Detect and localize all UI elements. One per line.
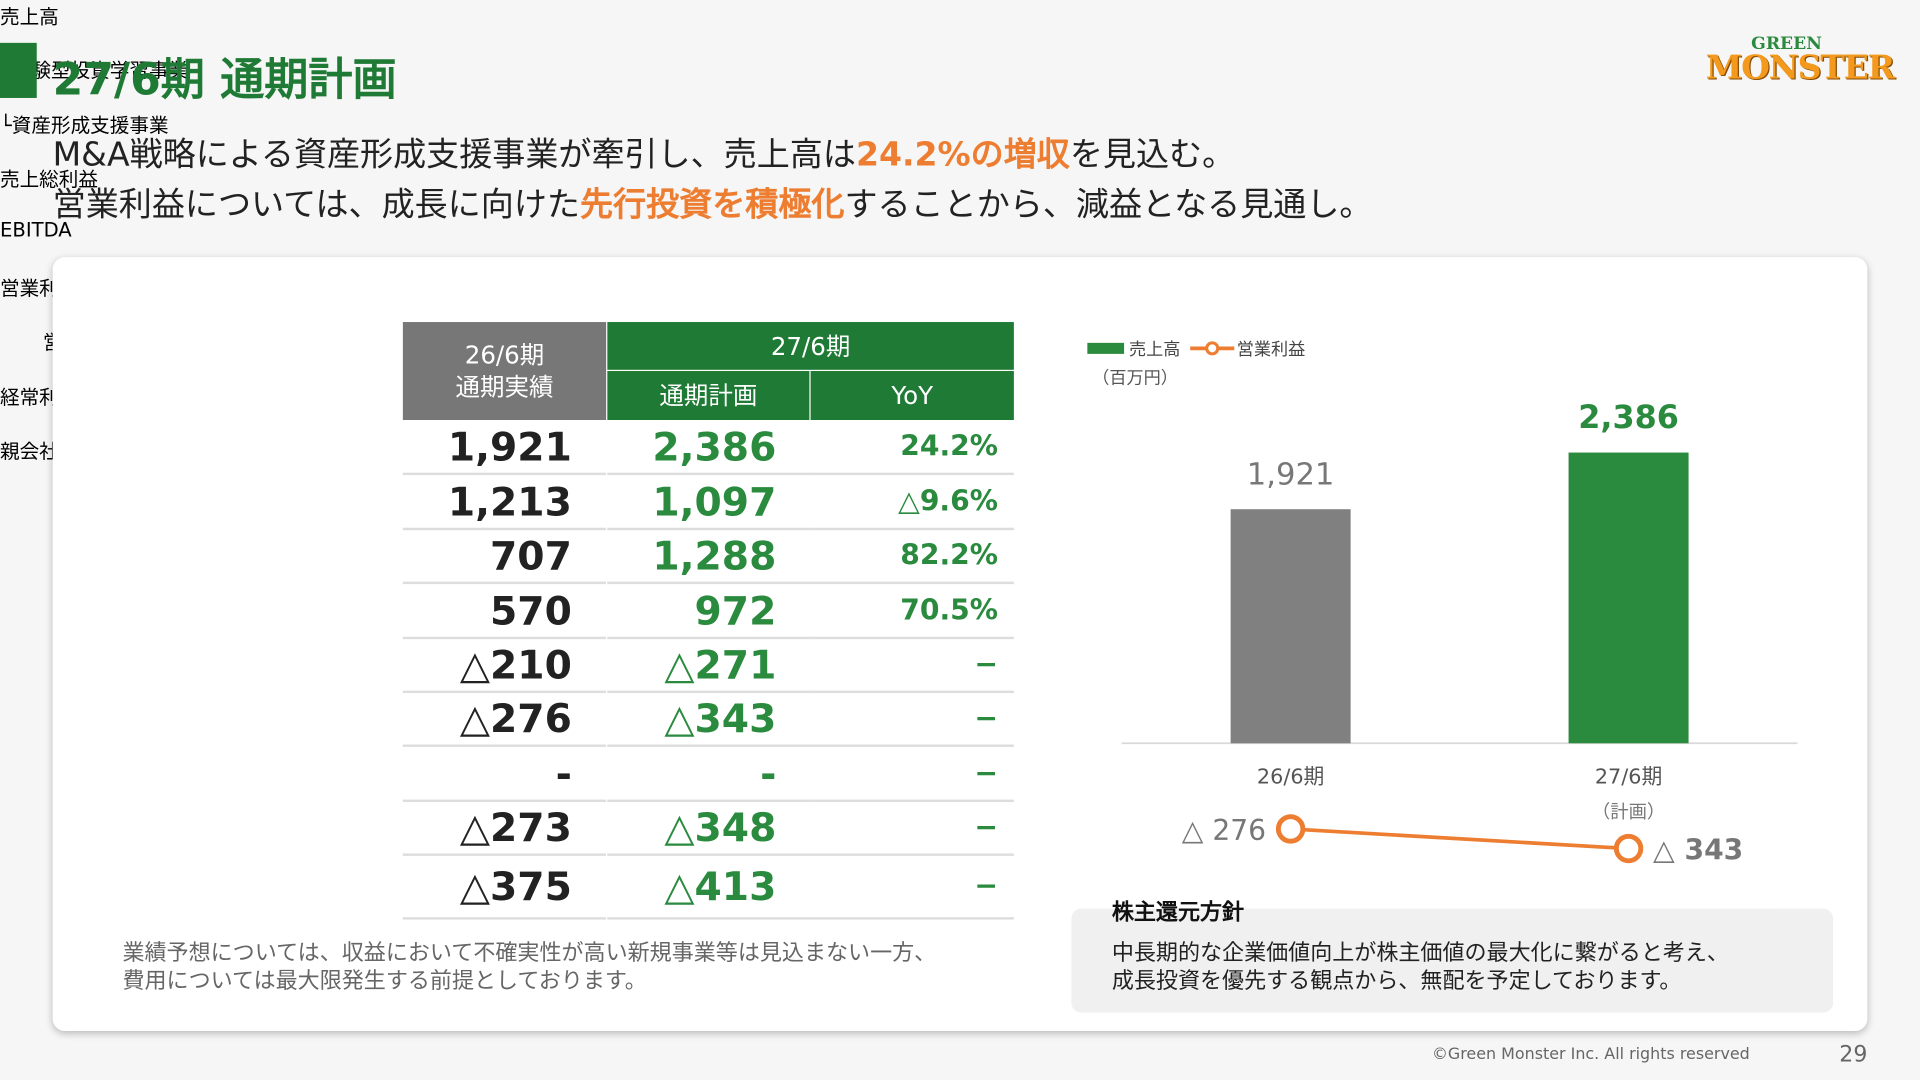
title-mark — [0, 42, 37, 98]
lead-text: することから、減益となる見通し。 — [844, 186, 1373, 225]
row-label: └体験型投資学習事業 — [0, 54, 1920, 109]
cell-plan: 1,097 — [607, 475, 811, 531]
cell-yoy: 70.5% — [810, 584, 1014, 640]
legend-label: 営業利益 — [1237, 340, 1306, 360]
logo-top: GREEN — [1751, 34, 1822, 54]
cell-plan: - — [607, 747, 811, 803]
page-number: 29 — [1839, 1042, 1868, 1068]
legend-swatch — [1087, 342, 1125, 354]
cell-plan: △271 — [607, 639, 811, 694]
row-label: EBITDA — [0, 218, 1920, 272]
cell-yoy: − — [810, 639, 1014, 694]
note: 業績予想については、収益において不確実性が高い新規事業等は見込まない一方、 — [122, 940, 937, 967]
cell-yoy: − — [810, 693, 1014, 747]
cell-actual: 707 — [402, 530, 607, 585]
cell-yoy: △9.6% — [810, 475, 1014, 531]
row-label: 売上高 — [0, 0, 1920, 54]
cell-actual: 1,213 — [402, 475, 607, 531]
value-label: 2,386 — [1578, 398, 1679, 436]
head-text: 通期実績 — [455, 372, 554, 402]
copyright: ©Green Monster Inc. All rights reserved — [1431, 1045, 1750, 1065]
policy-text: 成長投資を優先する観点から、無配を予定しております。 — [1111, 968, 1682, 995]
lead-line: 営業利益については、成長に向けた先行投資を積極化することから、減益となる見通し。 — [53, 178, 1373, 226]
cell-actual: 570 — [402, 584, 607, 640]
marker — [1613, 833, 1644, 864]
head-actual: 26/6期 通期実績 — [402, 322, 607, 421]
row-label: 売上総利益 — [0, 163, 1920, 218]
head-period: 27/6期 — [607, 322, 1014, 370]
cell-actual: △276 — [402, 693, 607, 747]
unit-label: （百万円） — [1092, 368, 1178, 388]
policy-title: 株主還元方針 — [1111, 900, 1245, 926]
lead-text: M&A戦略による資産形成支援事業が牽引し、売上高は — [52, 135, 856, 174]
logo: GREEN MONSTER — [1705, 34, 1895, 87]
x-tick-label: 27/6期 — [1595, 765, 1663, 789]
lead-highlight: 先行投資を積極化 — [579, 186, 845, 225]
cell-actual: △273 — [402, 802, 607, 856]
policy-box — [1071, 908, 1834, 1013]
value-label: 1,921 — [1247, 458, 1335, 493]
lead-text: を見込む。 — [1069, 135, 1236, 174]
cell-yoy: − — [810, 747, 1014, 803]
cell-actual: 1,921 — [402, 421, 607, 476]
head-yoy: YoY — [810, 371, 1014, 421]
cell-plan: 1,288 — [607, 530, 811, 585]
line — [1290, 827, 1629, 851]
head-plan: 通期計画 — [607, 371, 810, 421]
value-label: △ 343 — [1653, 834, 1743, 867]
cell-actual: - — [402, 747, 607, 803]
bar — [1230, 509, 1351, 744]
lead-line: M&A戦略による資産形成支援事業が牽引し、売上高は24.2%の増収を見込む。 — [53, 127, 1235, 175]
x-tick-label: 26/6期 — [1257, 765, 1325, 789]
row-label-text: 売上高 — [0, 4, 59, 29]
policy-text: 中長期的な企業価値向上が株主価値の最大化に繋がると考え、 — [1111, 940, 1729, 967]
cell-actual: △375 — [402, 856, 607, 920]
cell-actual: △210 — [402, 639, 607, 694]
cell-yoy: 24.2% — [810, 421, 1014, 476]
lead-highlight: 24.2%の増収 — [855, 135, 1070, 174]
cell-yoy: 82.2% — [810, 530, 1014, 585]
marker — [1275, 814, 1306, 844]
legend-label: 売上高 — [1129, 340, 1180, 360]
title: 27/6期 通期計画 — [52, 55, 397, 106]
x-tick-note: （計画） — [1592, 802, 1665, 823]
row-label-text: 売上総利益 — [0, 167, 98, 192]
cell-plan: △348 — [607, 802, 811, 856]
lead-text: 営業利益については、成長に向けた — [52, 186, 580, 225]
value-label: △ 276 — [1182, 814, 1266, 847]
logo-main: MONSTER — [1705, 48, 1895, 87]
row-label: └資産形成支援事業 — [0, 109, 1920, 163]
legend-swatch — [1205, 341, 1220, 356]
cell-plan: 2,386 — [607, 421, 811, 476]
note: 費用については最大限発生する前提としております。 — [122, 968, 647, 995]
cell-yoy: − — [810, 802, 1014, 856]
cell-plan: △343 — [607, 693, 811, 747]
row-label-text: └資産形成支援事業 — [0, 113, 169, 138]
bar — [1568, 452, 1689, 744]
cell-yoy: − — [810, 856, 1014, 920]
cell-plan: △413 — [607, 856, 811, 920]
head-text: 26/6期 — [464, 340, 545, 370]
row-label-text: └体験型投資学習事業 — [0, 58, 189, 83]
cell-plan: 972 — [607, 584, 811, 640]
row-label-text: EBITDA — [0, 217, 72, 242]
